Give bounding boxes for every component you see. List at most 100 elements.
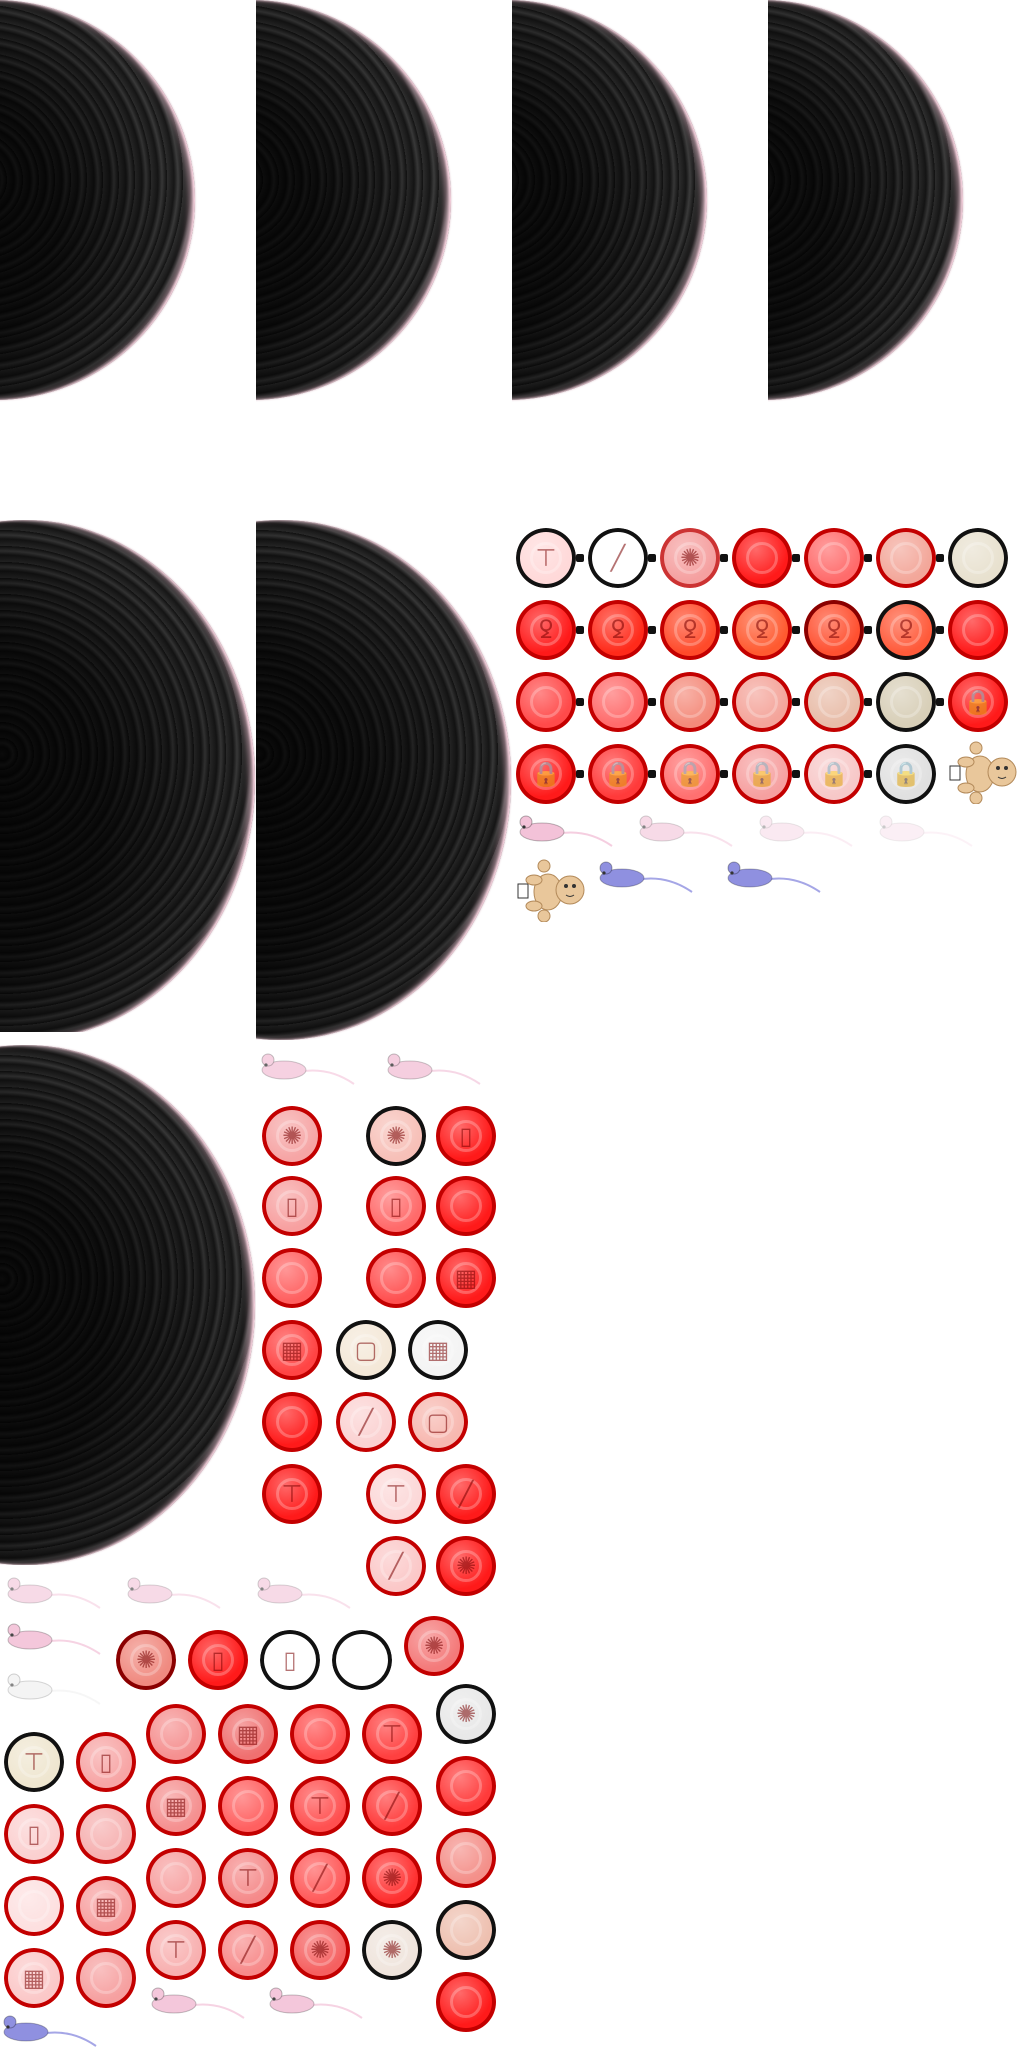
- sphere-cell-7: [0, 1045, 256, 1565]
- pill-pack-icon: ▦: [426, 1336, 450, 1364]
- needle-token: ╱: [290, 1848, 350, 1908]
- pill-pack-token: ▦: [436, 1248, 496, 1308]
- connector-nub: [648, 770, 656, 778]
- iud-token: ⊤: [366, 1464, 426, 1524]
- patch-token: ▢: [336, 1320, 396, 1380]
- lock-token: 🔒: [876, 744, 936, 804]
- pill-pack-token: ▦: [262, 1320, 322, 1380]
- lock-token: 🔒: [948, 672, 1008, 732]
- needle-icon: ╱: [384, 1792, 400, 1820]
- pill-pack-token: ▦: [4, 1948, 64, 2008]
- connector-nub: [864, 698, 872, 706]
- blank-token: [332, 1630, 392, 1690]
- connector-nub: [864, 770, 872, 778]
- connector-nub: [792, 626, 800, 634]
- connector-nub: [936, 626, 944, 634]
- connector-nub: [720, 554, 728, 562]
- blank-token: [146, 1704, 206, 1764]
- diaphragm-token: ✺: [362, 1848, 422, 1908]
- mouse-icon: [269, 1987, 363, 2019]
- pill-pack-token: ▦: [218, 1704, 278, 1764]
- cell-sphere-7: [0, 1045, 255, 1565]
- vial-icon: ▯: [459, 1122, 473, 1150]
- connector-nub: [936, 698, 944, 706]
- needle-icon: ╱: [312, 1864, 328, 1892]
- lock-icon: 🔒: [531, 760, 561, 788]
- mouse-icon: [3, 2015, 97, 2047]
- vial-icon: ▯: [283, 1646, 297, 1674]
- mouse-icon: [759, 815, 853, 847]
- blank-token: [732, 528, 792, 588]
- diaphragm-icon: ✺: [381, 1936, 403, 1964]
- blank-token: [516, 672, 576, 732]
- lock-token: 🔒: [516, 744, 576, 804]
- blank-token: [876, 528, 936, 588]
- needle-token: ╱: [218, 1920, 278, 1980]
- pill-pack-icon: ▦: [280, 1336, 304, 1364]
- blank-token: [804, 672, 864, 732]
- vial-token: ▯: [262, 1176, 322, 1236]
- diaphragm-icon: ✺: [455, 1552, 477, 1580]
- patch-icon: ▢: [354, 1336, 378, 1364]
- blank-token: [262, 1392, 322, 1452]
- iud-token: ⊤: [516, 528, 576, 588]
- lock-icon: 🔒: [819, 760, 849, 788]
- lock-icon: 🔒: [747, 760, 777, 788]
- pill-pack-token: ▦: [408, 1320, 468, 1380]
- connector-nub: [936, 554, 944, 562]
- connector-nub: [792, 698, 800, 706]
- vial-token: ▯: [188, 1630, 248, 1690]
- lock-token: 🔒: [732, 744, 792, 804]
- iud-token: ⊤: [290, 1776, 350, 1836]
- iud-icon: ⊤: [281, 1480, 303, 1508]
- iud-token: ⊤: [146, 1920, 206, 1980]
- pill-pack-icon: ▦: [22, 1964, 46, 1992]
- diaphragm-token: ✺: [262, 1106, 322, 1166]
- diaphragm-token: ✺: [366, 1106, 426, 1166]
- pill-pack-icon: ▦: [454, 1264, 478, 1292]
- blank-token: [732, 672, 792, 732]
- needle-icon: ╱: [240, 1936, 256, 1964]
- cell-sphere-6: [256, 520, 511, 1040]
- sperm-token: ꝿ: [516, 600, 576, 660]
- needle-icon: ╱: [458, 1480, 474, 1508]
- mouse-icon: [7, 1673, 101, 1705]
- iud-icon: ⊤: [381, 1720, 403, 1748]
- vial-icon: ▯: [389, 1192, 403, 1220]
- blank-token: [146, 1848, 206, 1908]
- blank-token: [948, 600, 1008, 660]
- iud-icon: ⊤: [385, 1480, 407, 1508]
- mouse-icon: [519, 815, 613, 847]
- sperm-token: ꝿ: [876, 600, 936, 660]
- iud-token: ⊤: [362, 1704, 422, 1764]
- needle-token: ╱: [336, 1392, 396, 1452]
- needle-token: ╱: [362, 1776, 422, 1836]
- needle-token: ╱: [588, 528, 648, 588]
- blank-token: [366, 1248, 426, 1308]
- pill-pack-token: ▦: [76, 1876, 136, 1936]
- lock-icon: 🔒: [603, 760, 633, 788]
- iud-token: ⊤: [218, 1848, 278, 1908]
- iud-icon: ⊤: [23, 1748, 45, 1776]
- diaphragm-token: ✺: [660, 528, 720, 588]
- vial-icon: ▯: [27, 1820, 41, 1848]
- diaphragm-token: ✺: [362, 1920, 422, 1980]
- blank-token: [436, 1900, 496, 1960]
- lock-token: 🔒: [660, 744, 720, 804]
- sphere-cell-3: [512, 0, 768, 512]
- pill-pack-icon: ▦: [236, 1720, 260, 1748]
- blank-token: [660, 672, 720, 732]
- connector-nub: [576, 698, 584, 706]
- connector-nub: [576, 770, 584, 778]
- mouse-icon: [387, 1053, 481, 1085]
- needle-token: ╱: [366, 1536, 426, 1596]
- needle-icon: ╱: [388, 1552, 404, 1580]
- mouse-icon: [261, 1053, 355, 1085]
- mouse-icon: [727, 861, 821, 893]
- connector-nub: [576, 554, 584, 562]
- connector-nub: [576, 626, 584, 634]
- diaphragm-token: ✺: [116, 1630, 176, 1690]
- cell-sphere-5: [0, 520, 255, 1032]
- blank-token: [804, 528, 864, 588]
- blank-token: [76, 1804, 136, 1864]
